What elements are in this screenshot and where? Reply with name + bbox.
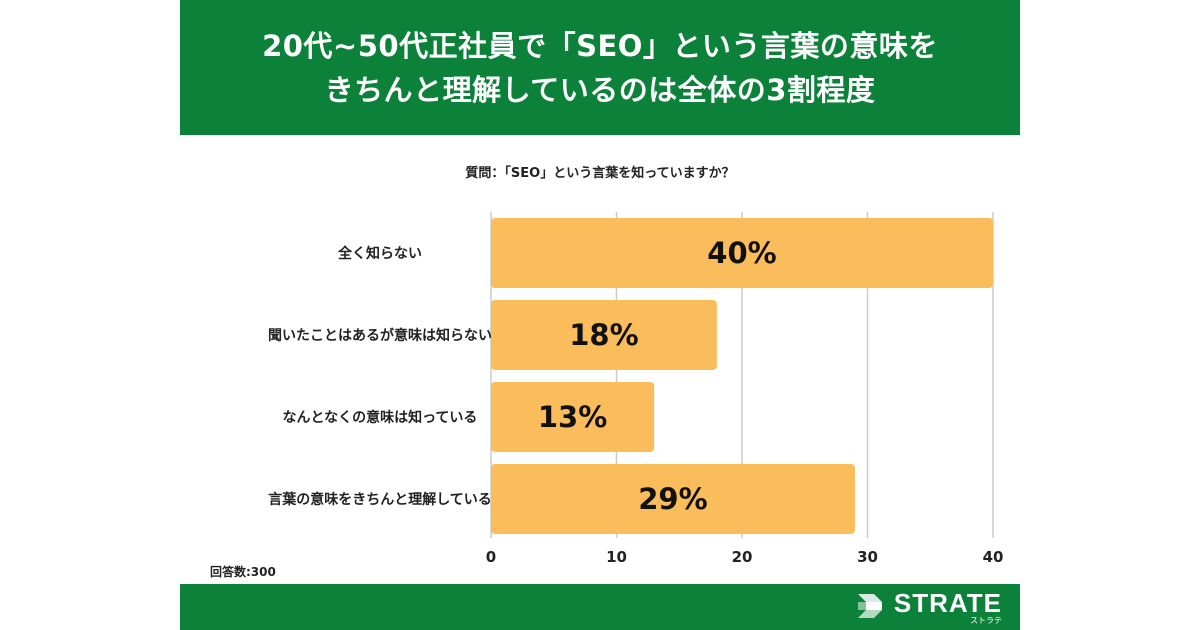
bar-data-label: 18% <box>569 318 638 352</box>
x-tick-label: 40 <box>983 548 1004 566</box>
bar-data-label: 40% <box>707 236 776 270</box>
title-line-1: 20代~50代正社員で「SEO」という言葉の意味を <box>262 28 938 63</box>
title-banner: 20代~50代正社員で「SEO」という言葉の意味を きちんと理解しているのは全体… <box>180 0 1020 135</box>
category-label: なんとなくの意味は知っている <box>283 409 478 426</box>
x-tick-label: 20 <box>732 548 753 566</box>
logo-name: STRATE <box>893 587 1002 618</box>
bar <box>491 300 717 370</box>
bar-data-label: 29% <box>638 482 707 516</box>
strate-logo-icon <box>857 594 882 618</box>
bar-data-label: 13% <box>538 400 607 434</box>
x-tick-label: 30 <box>857 548 878 566</box>
bar <box>491 464 855 534</box>
respondent-count: 回答数:300 <box>210 565 276 579</box>
category-label: 全く知らない <box>337 245 422 262</box>
strate-logo: STRATE ストラテ <box>854 588 1002 626</box>
x-tick-label: 0 <box>486 548 496 566</box>
logo-subtitle: ストラテ <box>970 615 1002 625</box>
infographic-card: 20代~50代正社員で「SEO」という言葉の意味を きちんと理解しているのは全体… <box>180 0 1020 630</box>
footer-banner: STRATE ストラテ <box>180 584 1020 630</box>
bar <box>491 218 993 288</box>
title-line-2: きちんと理解しているのは全体の3割程度 <box>324 72 876 107</box>
category-label: 言葉の意味をきちんと理解している <box>268 491 492 508</box>
bar <box>491 382 655 452</box>
bar-chart: 0 10 20 30 40 40% 全く知らない 18% 聞いたことはあるが意味は知らない 13%… <box>268 212 1004 566</box>
category-label: 聞いたことはあるが意味は知らない <box>268 327 492 344</box>
chart-title: 質問：「SEO」という言葉を知っていますか？ <box>465 166 735 181</box>
x-tick-label: 10 <box>606 548 627 566</box>
